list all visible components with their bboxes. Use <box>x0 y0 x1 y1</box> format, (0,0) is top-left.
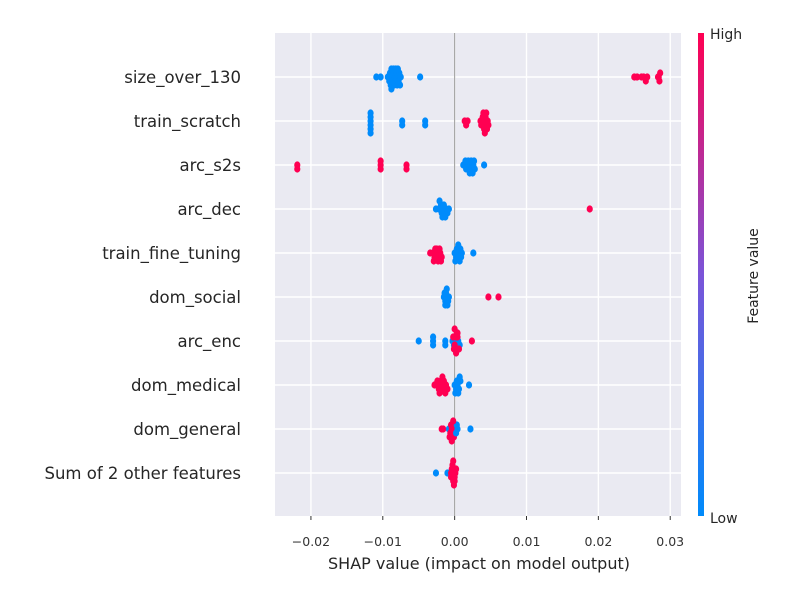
grid <box>275 33 681 516</box>
x-ticks: −0.02 −0.01 0.00 0.01 0.02 0.03 <box>292 516 684 549</box>
shap-point <box>470 157 478 165</box>
shap-point <box>450 457 457 465</box>
shap-point <box>439 373 446 381</box>
shap-point <box>436 197 443 205</box>
shap-point <box>415 337 422 345</box>
feature-label: dom_medical <box>131 376 241 396</box>
shap-point <box>448 437 455 445</box>
shap-point <box>451 325 458 333</box>
shap-point <box>481 161 488 169</box>
shap-point <box>485 121 492 129</box>
shap-point <box>294 165 301 173</box>
shap-point <box>388 85 395 93</box>
shap-point <box>485 293 492 301</box>
x-tick-label: 0.01 <box>513 534 541 549</box>
colorbar <box>698 33 704 516</box>
shap-point <box>458 253 465 261</box>
shap-point <box>443 285 450 293</box>
shap-point <box>422 121 429 129</box>
shap-point <box>495 293 502 301</box>
feature-label: train_scratch <box>134 112 241 132</box>
shap-point <box>440 201 447 209</box>
feature-label: arc_enc <box>177 332 241 352</box>
shap-point <box>442 341 449 349</box>
colorbar-high-label: High <box>710 27 742 43</box>
shap-point <box>586 205 593 213</box>
x-tick-label: 0.03 <box>656 534 684 549</box>
x-tick-label: 0.00 <box>441 534 469 549</box>
shap-point <box>377 157 384 165</box>
x-tick-label: −0.02 <box>292 534 330 549</box>
x-axis-label: SHAP value (impact on model output) <box>328 554 630 573</box>
colorbar-title: Feature value <box>746 228 762 324</box>
shap-point <box>469 169 476 177</box>
x-tick-label: 0.02 <box>584 534 612 549</box>
shap-point <box>442 389 449 397</box>
shap-point <box>396 81 404 89</box>
shap-point <box>657 69 664 77</box>
shap-point <box>470 249 477 257</box>
shap-point <box>417 73 424 81</box>
plot-background <box>275 33 681 516</box>
shap-point <box>436 245 443 253</box>
shap-point <box>456 373 463 381</box>
shap-point <box>634 73 641 81</box>
shap-point <box>465 381 473 389</box>
feature-label: dom_social <box>149 288 241 308</box>
shap-point <box>403 165 410 173</box>
shap-point <box>437 257 445 265</box>
shap-point <box>399 121 406 129</box>
shap-point <box>656 77 663 85</box>
shap-point <box>377 73 384 81</box>
shap-point <box>452 257 459 265</box>
colorbar-low-label: Low <box>710 511 738 527</box>
feature-labels: size_over_130 train_scratch arc_s2s arc_dec… <box>44 68 241 483</box>
shap-point <box>430 257 437 265</box>
shap-point <box>445 205 452 213</box>
shap-point <box>452 465 460 473</box>
feature-label: dom_general <box>133 420 241 440</box>
shap-point <box>445 293 452 301</box>
shap-point <box>367 129 374 137</box>
feature-label: arc_s2s <box>179 156 241 176</box>
shap-point <box>468 337 475 345</box>
shap-point <box>432 245 439 253</box>
shap-point <box>373 73 380 81</box>
shap-point <box>397 73 404 81</box>
shap-point <box>450 417 457 425</box>
feature-label: Sum of 2 other features <box>44 464 241 483</box>
shap-point <box>442 213 449 221</box>
shap-point <box>440 425 447 433</box>
shap-point <box>452 389 459 397</box>
shap-point <box>452 349 460 357</box>
points <box>294 65 664 489</box>
shap-point <box>432 469 440 477</box>
x-tick-label: −0.01 <box>364 534 402 549</box>
feature-label: arc_dec <box>177 200 241 220</box>
shap-point <box>483 109 490 117</box>
feature-label: size_over_130 <box>124 68 241 88</box>
shap-point <box>436 389 443 397</box>
shap-point <box>377 165 384 173</box>
shap-point <box>442 301 449 309</box>
shap-point <box>464 117 471 125</box>
shap-point <box>455 241 462 249</box>
shap-point <box>429 333 437 341</box>
shap-point <box>644 73 651 81</box>
shap-point <box>462 157 469 165</box>
shap-point <box>467 425 474 433</box>
shap-point <box>481 129 488 137</box>
shap-point <box>367 109 374 117</box>
feature-label: train_fine_tuning <box>102 244 241 264</box>
shap-point <box>394 65 401 73</box>
shap-point <box>451 477 458 485</box>
shap-point <box>429 341 437 349</box>
